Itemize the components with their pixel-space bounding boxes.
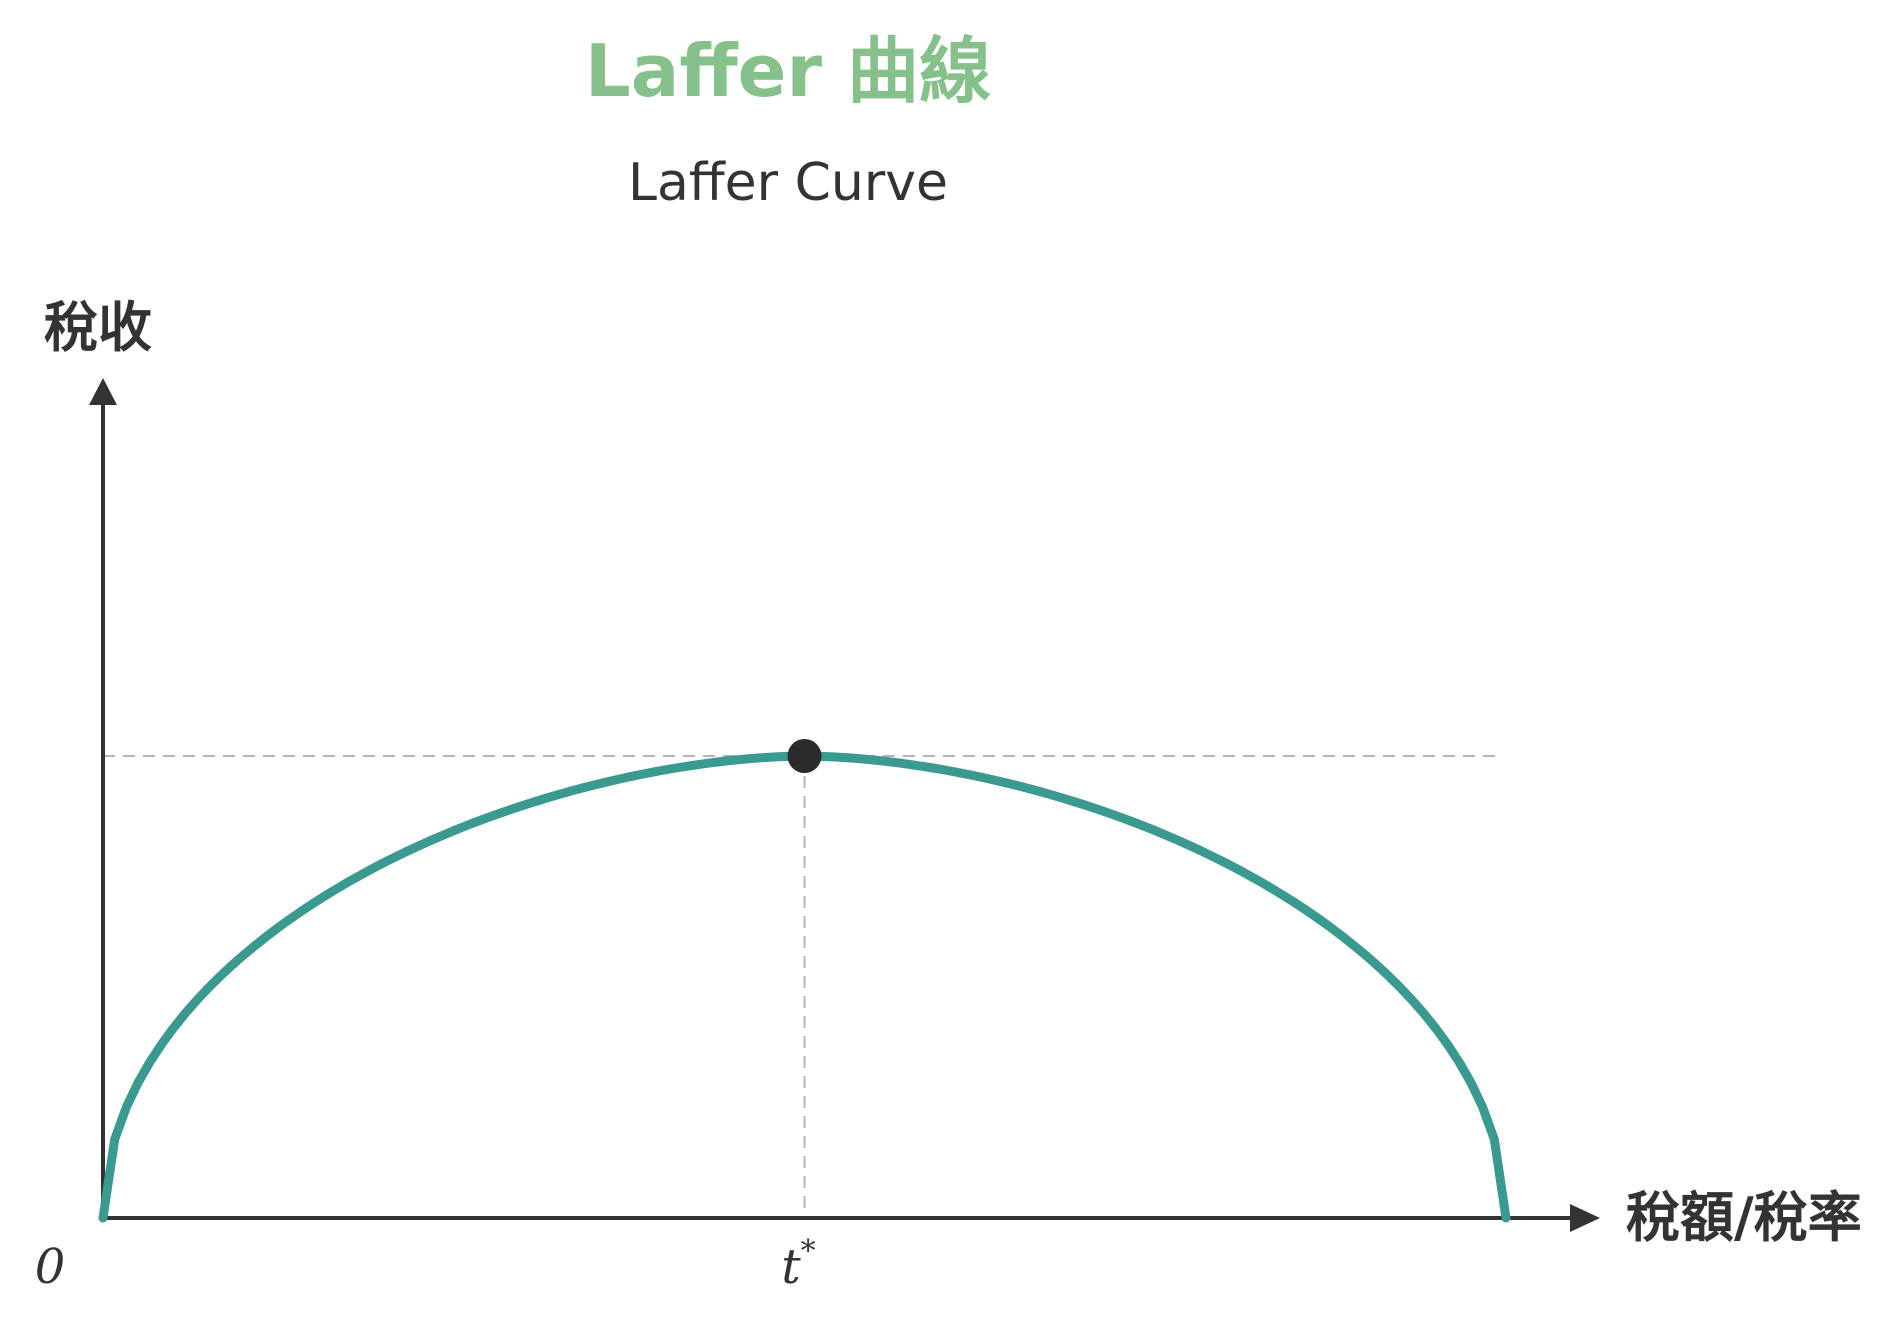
peak-x-label: t*	[781, 1234, 815, 1295]
x-axis-label: 稅額/稅率	[1626, 1186, 1862, 1249]
chart-title: Laffer 曲線	[585, 29, 991, 113]
chart-subtitle: Laffer Curve	[628, 153, 948, 213]
peak-x-label-base: t	[781, 1239, 801, 1295]
origin-label: 0	[35, 1239, 66, 1295]
y-axis-arrow	[89, 378, 117, 405]
x-axis-arrow	[1570, 1204, 1600, 1232]
y-axis-label: 稅收	[44, 296, 152, 359]
peak-point	[787, 739, 822, 773]
peak-x-label-sup: *	[801, 1234, 816, 1269]
